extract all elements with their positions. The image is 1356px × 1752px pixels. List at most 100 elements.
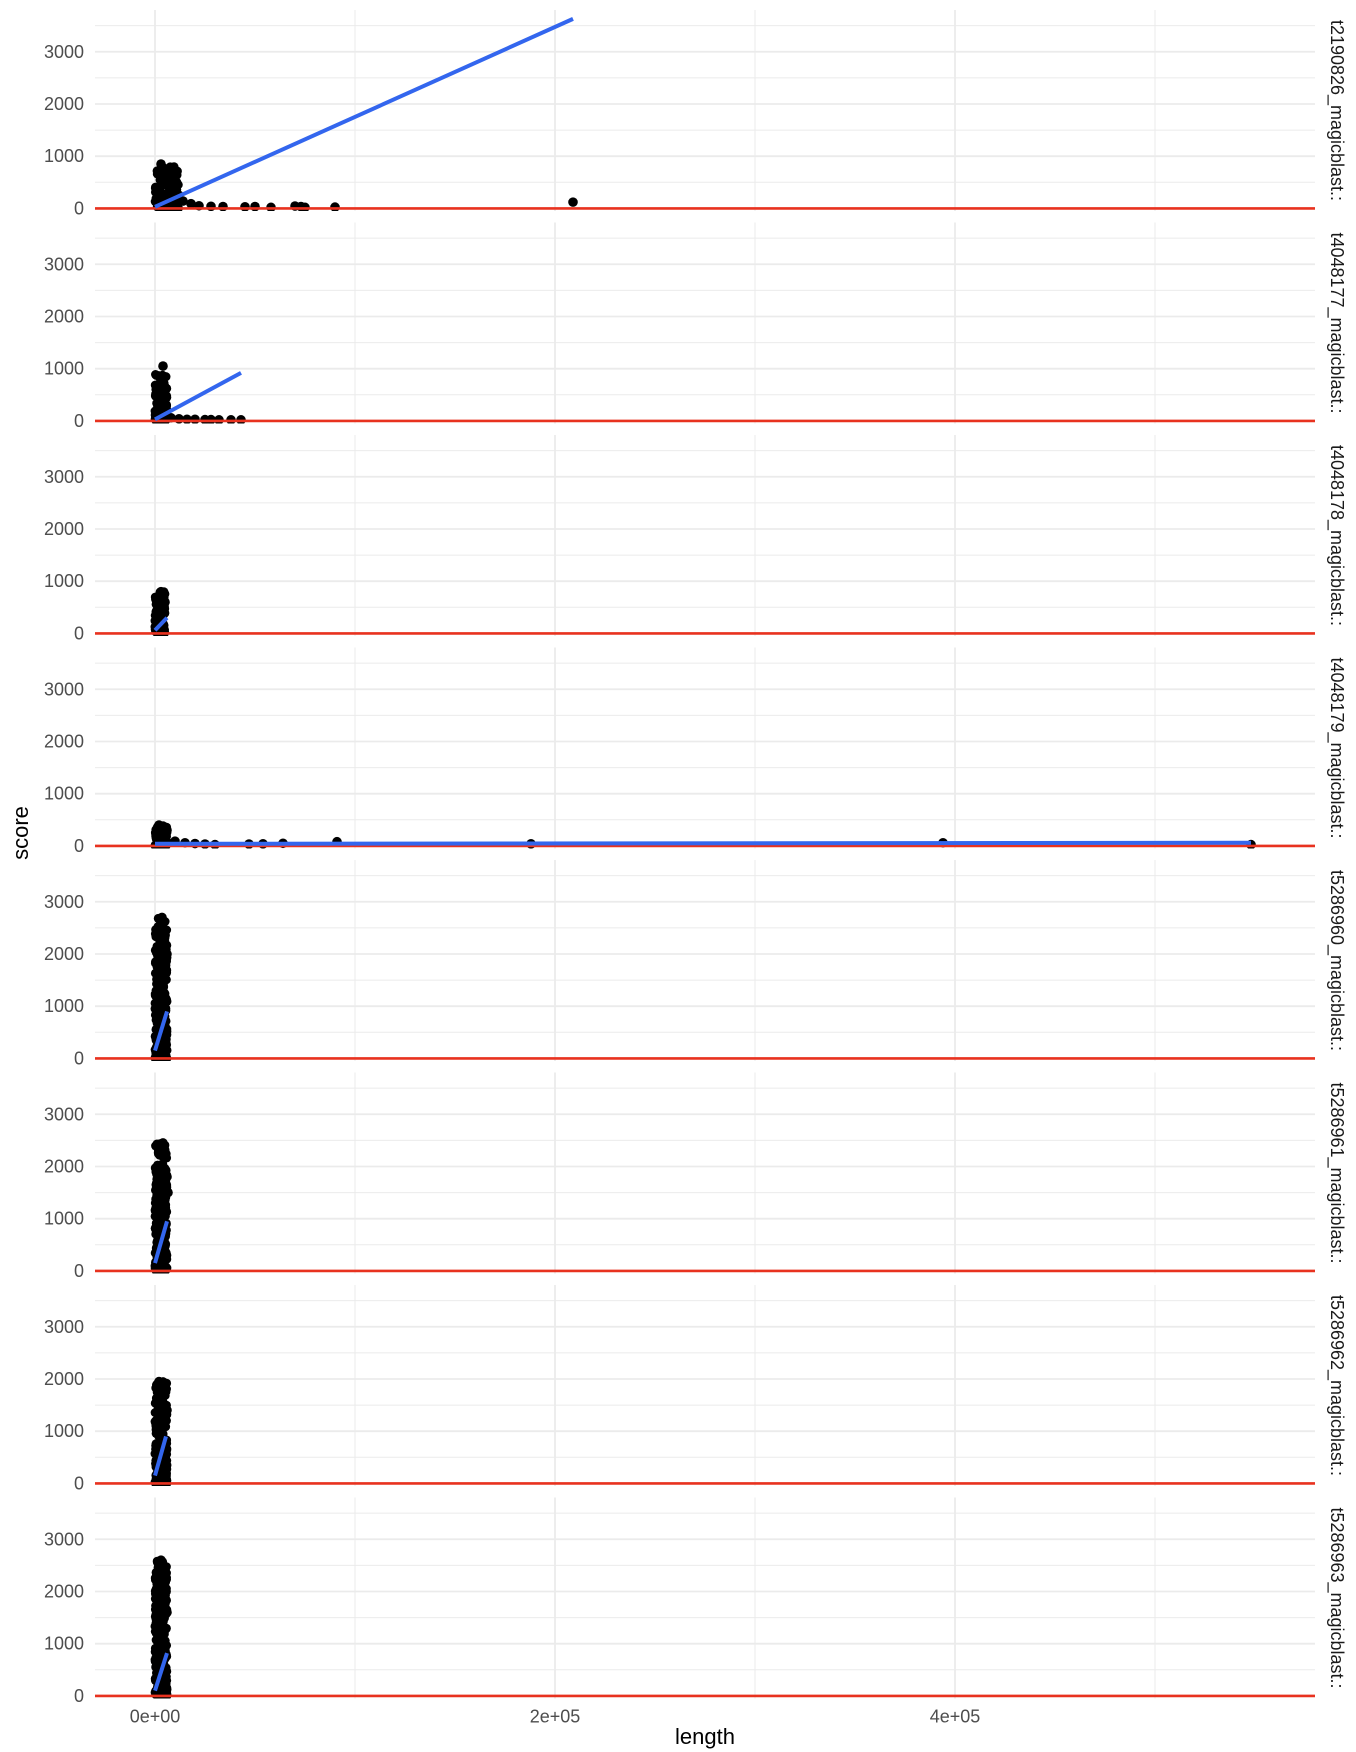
data-point [330,202,340,211]
trend-line [154,17,574,209]
data-point [151,182,161,192]
data-point [150,1621,160,1631]
data-point [151,1006,161,1016]
y-tick-label: 2000 [44,731,84,751]
panel-strip-label: t2190826_magicblast.: [1326,20,1347,201]
y-tick-label: 1000 [44,1421,84,1441]
data-point [155,941,165,951]
data-point [160,597,170,607]
data-point [156,586,166,597]
y-tick-label: 2000 [44,1369,84,1389]
y-tick-label: 1000 [44,1209,84,1229]
panel-4: 0 1000 2000 3000 t4048179_magicblast.: [44,647,1347,856]
data-point [153,997,163,1007]
data-point [178,196,188,206]
data-point [162,949,172,959]
data-point [162,1405,172,1416]
panel-strip-label: t5286960_magicblast.: [1326,870,1347,1051]
trend-line [153,616,169,632]
data-point [161,1679,171,1689]
y-tick-label: 3000 [44,254,84,274]
data-point [161,1574,171,1584]
data-point [250,201,260,211]
data-point [151,1424,161,1434]
data-point [162,1180,172,1190]
y-tick-label: 0 [74,623,84,643]
x-tick-label: 0e+00 [130,1707,181,1727]
x-tick-label: 4e+05 [930,1707,981,1727]
trend-line [153,1435,168,1477]
data-point [158,1138,168,1148]
y-tick-label: 2000 [44,1156,84,1176]
data-point [162,1456,172,1466]
trend-line [154,371,242,422]
panel-marks [95,361,1315,424]
panel-strip-label: t5286963_magicblast.: [1326,1507,1347,1688]
data-point [162,1172,172,1182]
data-point [160,1599,170,1609]
panels: 0 1000 2000 3000 t2190826_magicblast.: 0 1000 2… [44,10,1347,1727]
data-point [157,607,167,617]
panel-strip-label: t5286962_magicblast.: [1326,1295,1347,1476]
data-point [160,1211,170,1221]
data-point [151,1218,161,1228]
panel-strip-label: t4048177_magicblast.: [1326,232,1347,413]
panel-marks [95,1138,1315,1274]
panel-marks [95,17,1315,211]
trend-line [153,1220,169,1264]
data-point [162,940,172,950]
data-point [152,1207,162,1217]
y-tick-label: 0 [74,1686,84,1706]
panel-marks [95,1376,1315,1486]
panel-marks [95,586,1315,636]
panel-marks [95,912,1315,1061]
data-point [568,197,578,207]
data-point [157,1634,167,1644]
y-tick-label: 3000 [44,42,84,62]
panel-marks [95,1555,1315,1699]
data-point [151,1167,161,1177]
y-tick-label: 2000 [44,306,84,326]
y-tick-label: 3000 [44,1104,84,1124]
x-axis-title: length [675,1724,735,1749]
trend-line [153,1010,169,1052]
y-tick-label: 0 [74,1048,84,1068]
data-point [157,912,167,923]
y-tick-label: 2000 [44,519,84,539]
panel-strip-label: t4048178_magicblast.: [1326,445,1347,626]
panel-marks [95,820,1315,849]
data-point [160,177,170,188]
panel-8: 0 1000 2000 3000 t5286963_magicblast.: 0e+00 2… [44,1497,1347,1727]
y-tick-label: 3000 [44,1529,84,1549]
data-point [160,975,170,985]
data-point [163,1187,173,1198]
y-tick-label: 1000 [44,1634,84,1654]
data-point [156,159,166,169]
data-point [156,1555,166,1565]
panel-6: 0 1000 2000 3000 t5286961_magicblast.: [44,1072,1347,1281]
data-point [161,1032,171,1042]
panel-strip-label: t4048179_magicblast.: [1326,657,1347,838]
data-point [172,177,182,187]
panel-3: 0 1000 2000 3000 t4048178_magicblast.: [44,435,1347,643]
data-point [160,1586,170,1597]
panel-5: 0 1000 2000 3000 t5286960_magicblast.: [44,860,1347,1068]
y-tick-label: 0 [74,1261,84,1281]
panel-7: 0 1000 2000 3000 t5286962_magicblast.: [44,1285,1347,1493]
trend-line [153,1652,169,1692]
data-point [154,954,164,964]
data-point [152,1580,162,1590]
data-point [152,967,162,977]
data-point [240,202,250,211]
data-point [154,930,164,940]
data-point [150,1398,160,1408]
panel-1: 0 1000 2000 3000 t2190826_magicblast.: [44,10,1347,218]
data-point [158,401,168,411]
x-tick-label: 2e+05 [530,1707,581,1727]
y-tick-label: 0 [74,1473,84,1493]
y-tick-label: 2000 [44,944,84,964]
y-tick-label: 1000 [44,571,84,591]
y-tick-label: 0 [74,411,84,431]
data-point [156,1385,166,1395]
